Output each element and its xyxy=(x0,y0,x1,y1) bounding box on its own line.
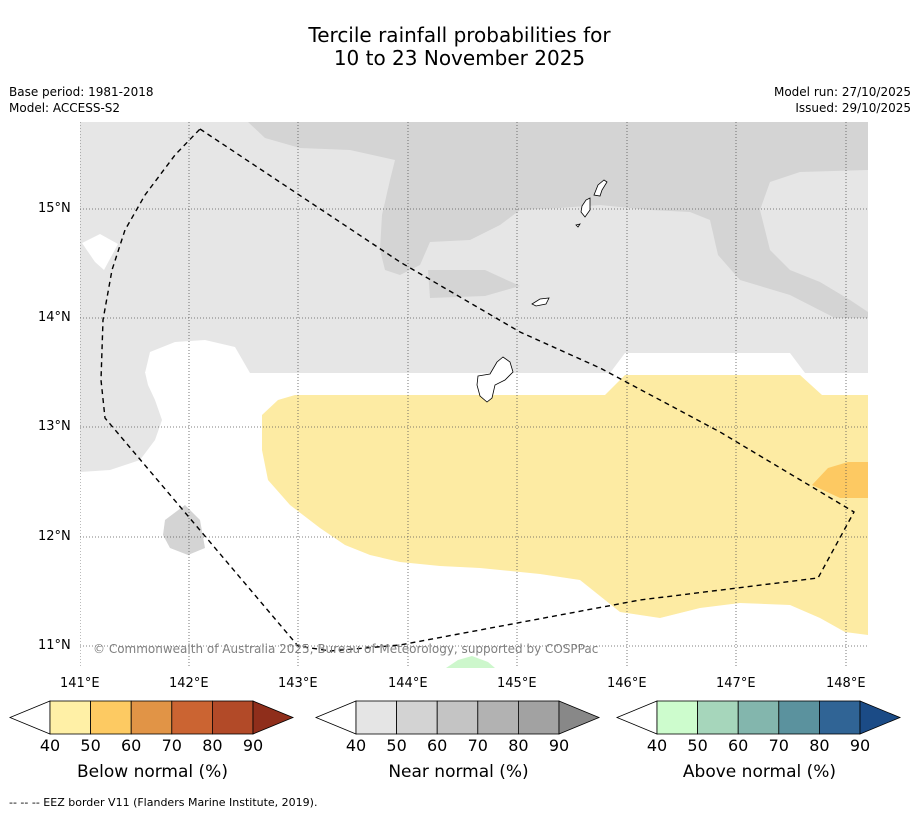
lat-label-12n: 12°N xyxy=(38,529,71,544)
island-rota xyxy=(531,297,550,307)
copyright-credit: © Commonwealth of Australia 2025, Bureau… xyxy=(93,642,599,656)
colorbar-tick-label: 40 xyxy=(39,736,61,755)
eez-border xyxy=(100,128,855,652)
colorbar-tick-label: 40 xyxy=(345,736,367,755)
map-title-line2: 10 to 23 November 2025 xyxy=(333,46,586,70)
colorbar-label-near: Near normal (%) xyxy=(388,762,529,782)
lat-label-15n: 15°N xyxy=(38,201,71,216)
lon-label-146e: 146°E xyxy=(607,676,647,691)
colorbar-tick-label: 60 xyxy=(427,736,448,755)
white-notch xyxy=(145,340,250,373)
lon-label-145e: 145°E xyxy=(497,676,537,691)
issued-date: Issued: 29/10/2025 xyxy=(795,101,911,115)
lon-label-143e: 143°E xyxy=(278,676,318,691)
white-patch xyxy=(82,234,118,270)
island-saipan xyxy=(593,179,608,197)
lon-label-142e: 142°E xyxy=(169,676,209,691)
lat-label-14n: 14°N xyxy=(38,310,71,325)
colorbar-label-above: Above normal (%) xyxy=(682,762,837,782)
lon-label-148e: 148°E xyxy=(826,676,866,691)
graticule xyxy=(80,122,868,668)
lat-label-11n: 11°N xyxy=(38,638,71,653)
colorbar-tick-label: 90 xyxy=(849,736,871,755)
colorbar-tick-label: 80 xyxy=(508,736,529,755)
above-normal-40-region xyxy=(446,656,495,668)
island-tinian xyxy=(580,197,591,218)
colorbar-tick-label: 70 xyxy=(161,736,182,755)
colorbar-label-below: Below normal (%) xyxy=(77,762,228,782)
colorbar-tick-label: 40 xyxy=(646,736,668,755)
colorbar-tick-label: 60 xyxy=(728,736,749,755)
below-normal-40-region xyxy=(262,375,868,635)
colorbar-tick-label: 50 xyxy=(80,736,101,755)
colorbar-tick-label: 90 xyxy=(242,736,264,755)
below-normal-50-region xyxy=(812,462,868,498)
map-title-line1: Tercile rainfall probabilities for xyxy=(308,23,611,47)
lat-label-13n: 13°N xyxy=(38,419,71,434)
lon-label-141e: 141°E xyxy=(60,676,100,691)
lon-label-147e: 147°E xyxy=(716,676,756,691)
island-guam xyxy=(476,356,514,403)
colorbar-tick-label: 90 xyxy=(548,736,570,755)
eez-legend-footer: -- -- -- EEZ border V11 (Flanders Marine… xyxy=(9,796,318,809)
colorbar-tick-label: 80 xyxy=(202,736,223,755)
colorbar-tick-label: 70 xyxy=(768,736,789,755)
colorbar-tick-label: 50 xyxy=(687,736,708,755)
base-period: Base period: 1981-2018 xyxy=(9,85,154,99)
model-run: Model run: 27/10/2025 xyxy=(773,85,911,99)
colorbar-tick-label: 60 xyxy=(121,736,142,755)
islands xyxy=(476,179,608,403)
lon-label-144e: 144°E xyxy=(388,676,428,691)
model-name: Model: ACCESS-S2 xyxy=(9,101,121,115)
colorbar-tick-label: 50 xyxy=(386,736,407,755)
colorbar-tick-label: 70 xyxy=(467,736,488,755)
island-aguijan xyxy=(575,223,581,228)
colorbar-tick-label: 80 xyxy=(809,736,830,755)
near-normal-50-region-north xyxy=(248,122,868,318)
near-normal-50-blob xyxy=(163,505,205,555)
